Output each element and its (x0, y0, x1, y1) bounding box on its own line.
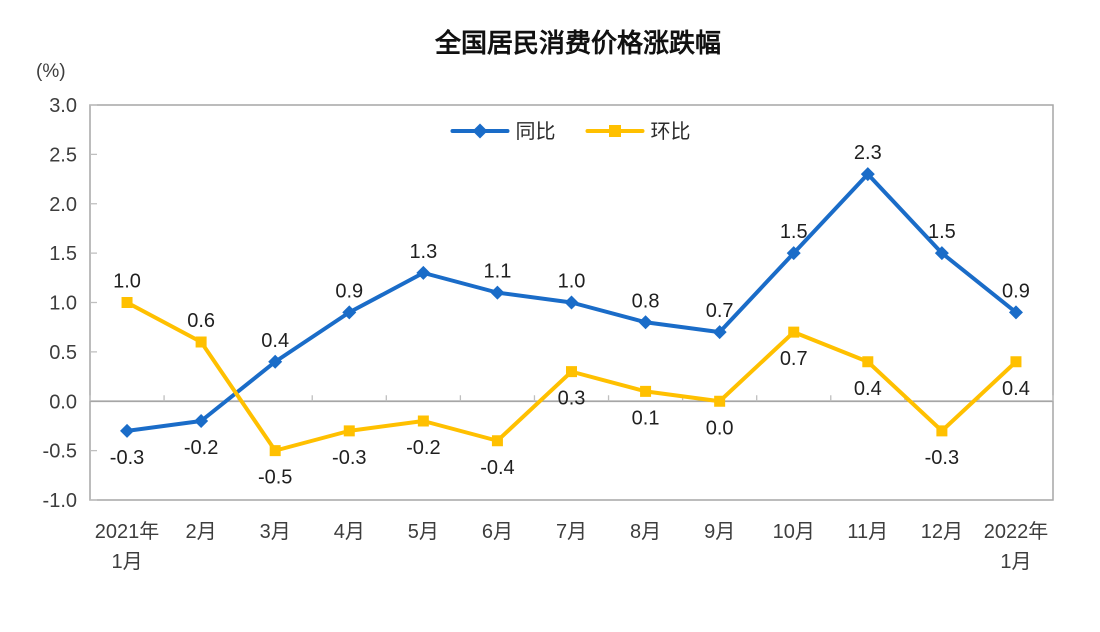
data-point-yoy (786, 246, 801, 261)
data-point-yoy (490, 285, 505, 300)
x-axis-label: 4月 (334, 521, 365, 543)
chart-title: 全国居民消费价格涨跌幅 (434, 28, 721, 58)
data-label-yoy: 2.3 (854, 142, 882, 164)
y-axis-label: 2.0 (49, 194, 77, 216)
x-axis-label: 2月 (186, 521, 217, 543)
data-label-mom: 0.4 (1002, 378, 1030, 400)
x-axis-label: 9月 (704, 521, 735, 543)
data-label-mom: 0.3 (558, 388, 586, 410)
x-axis-label: 10月 (773, 521, 815, 543)
data-label-mom: -0.4 (480, 457, 514, 479)
legend-label-yoy: 同比 (516, 120, 556, 143)
x-axis-label: 8月 (630, 521, 661, 543)
data-point-mom (640, 385, 652, 397)
data-label-yoy: 1.0 (558, 271, 586, 293)
data-point-yoy (564, 295, 579, 310)
x-axis-label-line: 2021年 (95, 520, 160, 543)
data-point-yoy (120, 423, 135, 438)
x-axis-label-line: 11月 (847, 521, 888, 543)
x-axis-label-line: 4月 (334, 521, 365, 543)
data-point-mom (936, 425, 948, 437)
data-point-mom (862, 356, 874, 368)
y-axis-label: -1.0 (43, 490, 77, 512)
data-label-mom: 0.0 (706, 417, 734, 439)
data-label-yoy: -0.3 (110, 447, 144, 469)
x-axis-label-line: 12月 (921, 521, 963, 543)
legend-marker-mom (609, 125, 621, 137)
y-axis-label: 0.5 (49, 342, 77, 364)
data-label-mom: 0.6 (187, 310, 215, 332)
data-point-yoy (268, 354, 283, 369)
y-axis-label: -0.5 (43, 441, 77, 463)
data-label-yoy: 1.5 (780, 221, 808, 243)
y-axis-label: 1.5 (49, 243, 77, 265)
data-label-yoy: 0.7 (706, 300, 734, 322)
y-axis-label: 0.0 (49, 391, 77, 413)
data-label-yoy: 1.5 (928, 221, 956, 243)
data-point-mom (1010, 356, 1022, 368)
x-axis-label: 5月 (408, 521, 439, 543)
plot-area: 3.0 2.5 2.0 1.5 1.0 0.5 0.0 -0.5 -1.0 2021年 1月 2月 3月… (43, 95, 1054, 573)
data-label-mom: -0.2 (406, 437, 440, 459)
data-label-mom: 1.0 (113, 271, 141, 293)
data-point-yoy (638, 315, 653, 330)
data-point-yoy (416, 265, 431, 280)
data-point-mom (788, 326, 800, 338)
data-point-yoy (712, 325, 727, 340)
legend: 同比 环比 (450, 120, 691, 143)
data-point-mom (121, 297, 133, 308)
x-axis-label: 7月 (556, 521, 587, 543)
x-axis-label: 12月 (921, 521, 963, 543)
data-point-mom (269, 445, 281, 457)
x-axis-label-line: 8月 (630, 521, 661, 543)
data-point-yoy (1008, 305, 1023, 320)
x-axis-label: 2022年 1月 (984, 520, 1049, 573)
x-axis-label-line: 10月 (773, 521, 815, 543)
x-axis-label-line: 2月 (186, 521, 217, 543)
x-axis-label: 2021年 1月 (95, 520, 160, 573)
x-axis-label: 3月 (260, 521, 291, 543)
legend-label-mom: 环比 (651, 120, 691, 143)
data-point-yoy (194, 414, 209, 428)
data-point-mom (417, 415, 429, 427)
legend-marker-yoy (472, 123, 488, 139)
y-axis-label: 1.0 (49, 293, 77, 315)
x-axis-label-line: 1月 (1000, 551, 1031, 573)
data-point-mom (343, 425, 355, 437)
x-axis-label-line: 1月 (111, 551, 142, 573)
x-axis-label-line: 3月 (260, 521, 291, 543)
data-label-mom: -0.3 (925, 447, 959, 469)
y-axis-label: 2.5 (49, 144, 77, 166)
y-axis-label: 3.0 (49, 95, 77, 117)
x-axis-label: 6月 (482, 521, 513, 543)
data-label-mom: 0.7 (780, 348, 808, 370)
y-axis-unit-label: (%) (36, 61, 66, 82)
data-point-mom (195, 336, 207, 348)
data-point-mom (491, 435, 503, 447)
data-label-mom: -0.5 (258, 467, 292, 489)
x-axis-label: 11月 (847, 521, 888, 543)
data-label-yoy: 0.9 (335, 280, 363, 302)
x-axis-label-line: 2022年 (984, 520, 1049, 543)
data-label-mom: 0.1 (632, 407, 660, 429)
x-axis-label-line: 5月 (408, 521, 439, 543)
data-label-mom: 0.4 (854, 378, 882, 400)
data-label-yoy: -0.2 (184, 437, 218, 459)
x-axis-label-line: 6月 (482, 521, 513, 543)
x-axis-label-line: 9月 (704, 521, 735, 543)
data-label-yoy: 0.4 (261, 330, 289, 352)
data-label-yoy: 1.3 (409, 241, 437, 263)
data-point-yoy (342, 305, 357, 320)
data-label-mom: -0.3 (332, 447, 366, 469)
data-point-mom (714, 395, 726, 407)
data-label-yoy: 0.9 (1002, 280, 1030, 302)
x-axis-label-line: 7月 (556, 521, 587, 543)
data-label-yoy: 1.1 (484, 261, 512, 283)
data-point-mom (566, 366, 577, 378)
data-label-yoy: 0.8 (632, 290, 660, 312)
data-point-yoy (934, 246, 949, 261)
data-point-yoy (860, 167, 875, 182)
